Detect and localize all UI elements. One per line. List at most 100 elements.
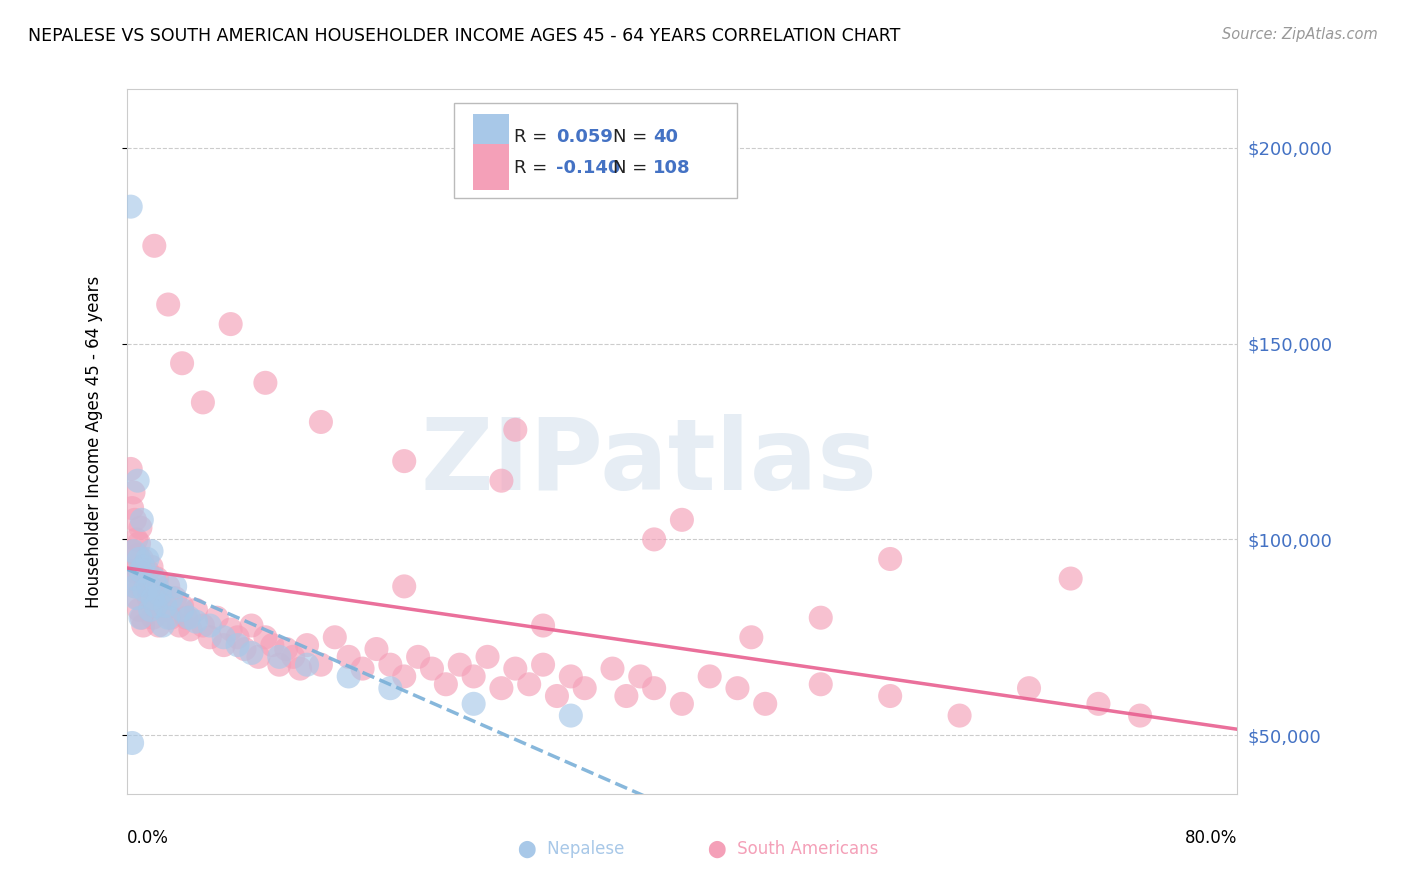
Point — [127, 591, 149, 606]
Point — [1129, 708, 1152, 723]
Point — [616, 689, 638, 703]
Point — [146, 579, 169, 593]
Point — [226, 630, 249, 644]
Point — [226, 638, 249, 652]
Point — [491, 474, 513, 488]
Point — [136, 552, 159, 566]
Point — [247, 649, 270, 664]
Point — [394, 669, 416, 683]
Point — [1060, 572, 1083, 586]
Point — [810, 677, 832, 691]
Point — [160, 610, 183, 624]
Point — [434, 677, 457, 691]
Point — [138, 579, 160, 593]
Point — [1087, 697, 1109, 711]
Text: ⬤  South Americans: ⬤ South Americans — [707, 839, 879, 858]
Point — [233, 642, 256, 657]
Text: N =: N = — [613, 128, 652, 146]
Point — [121, 501, 143, 516]
Point — [212, 630, 235, 644]
Point — [135, 579, 157, 593]
Point — [141, 559, 163, 574]
Point — [337, 649, 360, 664]
Point — [449, 657, 471, 672]
Point — [131, 552, 153, 566]
Point — [157, 610, 180, 624]
Point — [531, 618, 554, 632]
Point — [120, 462, 142, 476]
Point — [740, 630, 762, 644]
Text: N =: N = — [613, 159, 652, 178]
Point — [380, 681, 402, 696]
Point — [128, 603, 150, 617]
Point — [122, 572, 145, 586]
Point — [628, 669, 651, 683]
Point — [157, 579, 180, 593]
Point — [643, 533, 665, 547]
Point — [491, 681, 513, 696]
Point — [129, 579, 152, 593]
Point — [152, 618, 174, 632]
Point — [295, 657, 318, 672]
Point — [131, 610, 153, 624]
Point — [179, 623, 201, 637]
Point — [141, 544, 163, 558]
Point — [139, 603, 162, 617]
Point — [145, 599, 167, 613]
Point — [148, 618, 170, 632]
Point — [129, 564, 152, 578]
Point — [149, 587, 172, 601]
Point — [165, 579, 187, 593]
Point — [131, 513, 153, 527]
Point — [546, 689, 568, 703]
Point — [295, 638, 318, 652]
Text: 80.0%: 80.0% — [1185, 830, 1237, 847]
Point — [671, 513, 693, 527]
Point — [212, 638, 235, 652]
Text: ⬤  Nepalese: ⬤ Nepalese — [517, 839, 624, 858]
Point — [643, 681, 665, 696]
Point — [463, 697, 485, 711]
Text: NEPALESE VS SOUTH AMERICAN HOUSEHOLDER INCOME AGES 45 - 64 YEARS CORRELATION CHA: NEPALESE VS SOUTH AMERICAN HOUSEHOLDER I… — [28, 27, 900, 45]
FancyBboxPatch shape — [472, 114, 509, 160]
Point — [172, 603, 194, 617]
Point — [172, 356, 194, 370]
Point — [184, 603, 207, 617]
Point — [276, 642, 298, 657]
Point — [394, 454, 416, 468]
Point — [420, 662, 443, 676]
Point — [143, 572, 166, 586]
Point — [219, 623, 242, 637]
Point — [134, 583, 156, 598]
Point — [949, 708, 972, 723]
Point — [754, 697, 776, 711]
Point — [169, 618, 191, 632]
Point — [560, 708, 582, 723]
Point — [125, 533, 148, 547]
Point — [142, 591, 165, 606]
Point — [198, 618, 221, 632]
Point — [352, 662, 374, 676]
Point — [366, 642, 388, 657]
FancyBboxPatch shape — [472, 145, 509, 190]
Text: R =: R = — [515, 128, 553, 146]
Point — [134, 572, 156, 586]
Point — [281, 649, 305, 664]
Point — [124, 513, 146, 527]
Point — [699, 669, 721, 683]
Point — [198, 630, 221, 644]
Point — [205, 610, 228, 624]
Point — [727, 681, 749, 696]
Point — [172, 599, 194, 613]
Point — [128, 536, 150, 550]
Point — [309, 415, 332, 429]
Point — [132, 559, 155, 574]
Point — [153, 603, 176, 617]
Point — [240, 618, 263, 632]
Point — [323, 630, 346, 644]
Point — [269, 649, 291, 664]
Point — [191, 395, 214, 409]
Point — [177, 610, 200, 624]
Point — [138, 591, 160, 606]
Text: ZIPatlas: ZIPatlas — [420, 414, 877, 511]
